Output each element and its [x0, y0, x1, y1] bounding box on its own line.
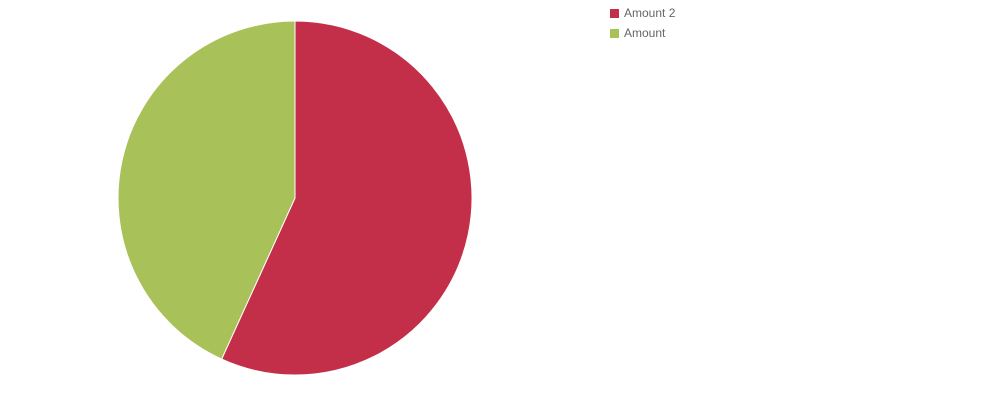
legend-swatch-amount [610, 28, 619, 38]
pie-slice-amount[interactable] [117, 20, 296, 360]
legend-swatch-amount-2 [610, 8, 619, 18]
legend-label-amount-2: Amount 2 [624, 6, 676, 20]
legend-item-amount[interactable]: Amount [610, 23, 675, 43]
legend-label-amount: Amount [624, 26, 666, 40]
legend-item-amount-2[interactable]: Amount 2 [610, 3, 675, 23]
legend: Amount 2 Amount [610, 3, 675, 43]
pie-slice-amount-2[interactable] [220, 20, 473, 376]
